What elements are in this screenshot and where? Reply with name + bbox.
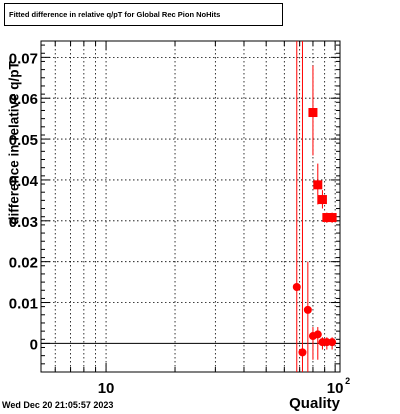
data-point <box>327 213 337 223</box>
y-tick-label: 0.02 <box>9 255 38 272</box>
y-tick-label: 0.03 <box>9 214 38 231</box>
y-tick-label: 0.04 <box>9 173 39 190</box>
data-point <box>303 305 312 314</box>
y-tick-label: 0.05 <box>9 132 38 149</box>
x-tick-label: 10 <box>327 380 344 397</box>
x-tick-label: 10 <box>98 380 115 397</box>
plot-frame <box>40 40 341 373</box>
data-point <box>322 213 332 223</box>
data-point <box>317 195 327 205</box>
data-point <box>298 348 307 357</box>
y-tick-label: 0.01 <box>9 296 38 313</box>
data-point <box>308 108 318 118</box>
y-axis-label: difference in relative q/pT <box>6 61 22 225</box>
data-point <box>328 338 337 347</box>
y-tick-label: 0 <box>30 336 38 353</box>
timestamp: Wed Dec 20 21:05:57 2023 <box>2 400 114 410</box>
x-tick-label-exponent: 2 <box>345 376 350 386</box>
y-tick-label: 0.07 <box>9 50 38 67</box>
x-axis-label: Quality <box>289 395 340 412</box>
chart-title: Fitted difference in relative q/pT for G… <box>4 3 283 26</box>
y-tick-label: 0.06 <box>9 91 38 108</box>
data-point <box>292 283 301 292</box>
data-point <box>313 330 322 339</box>
data-point <box>313 180 323 190</box>
